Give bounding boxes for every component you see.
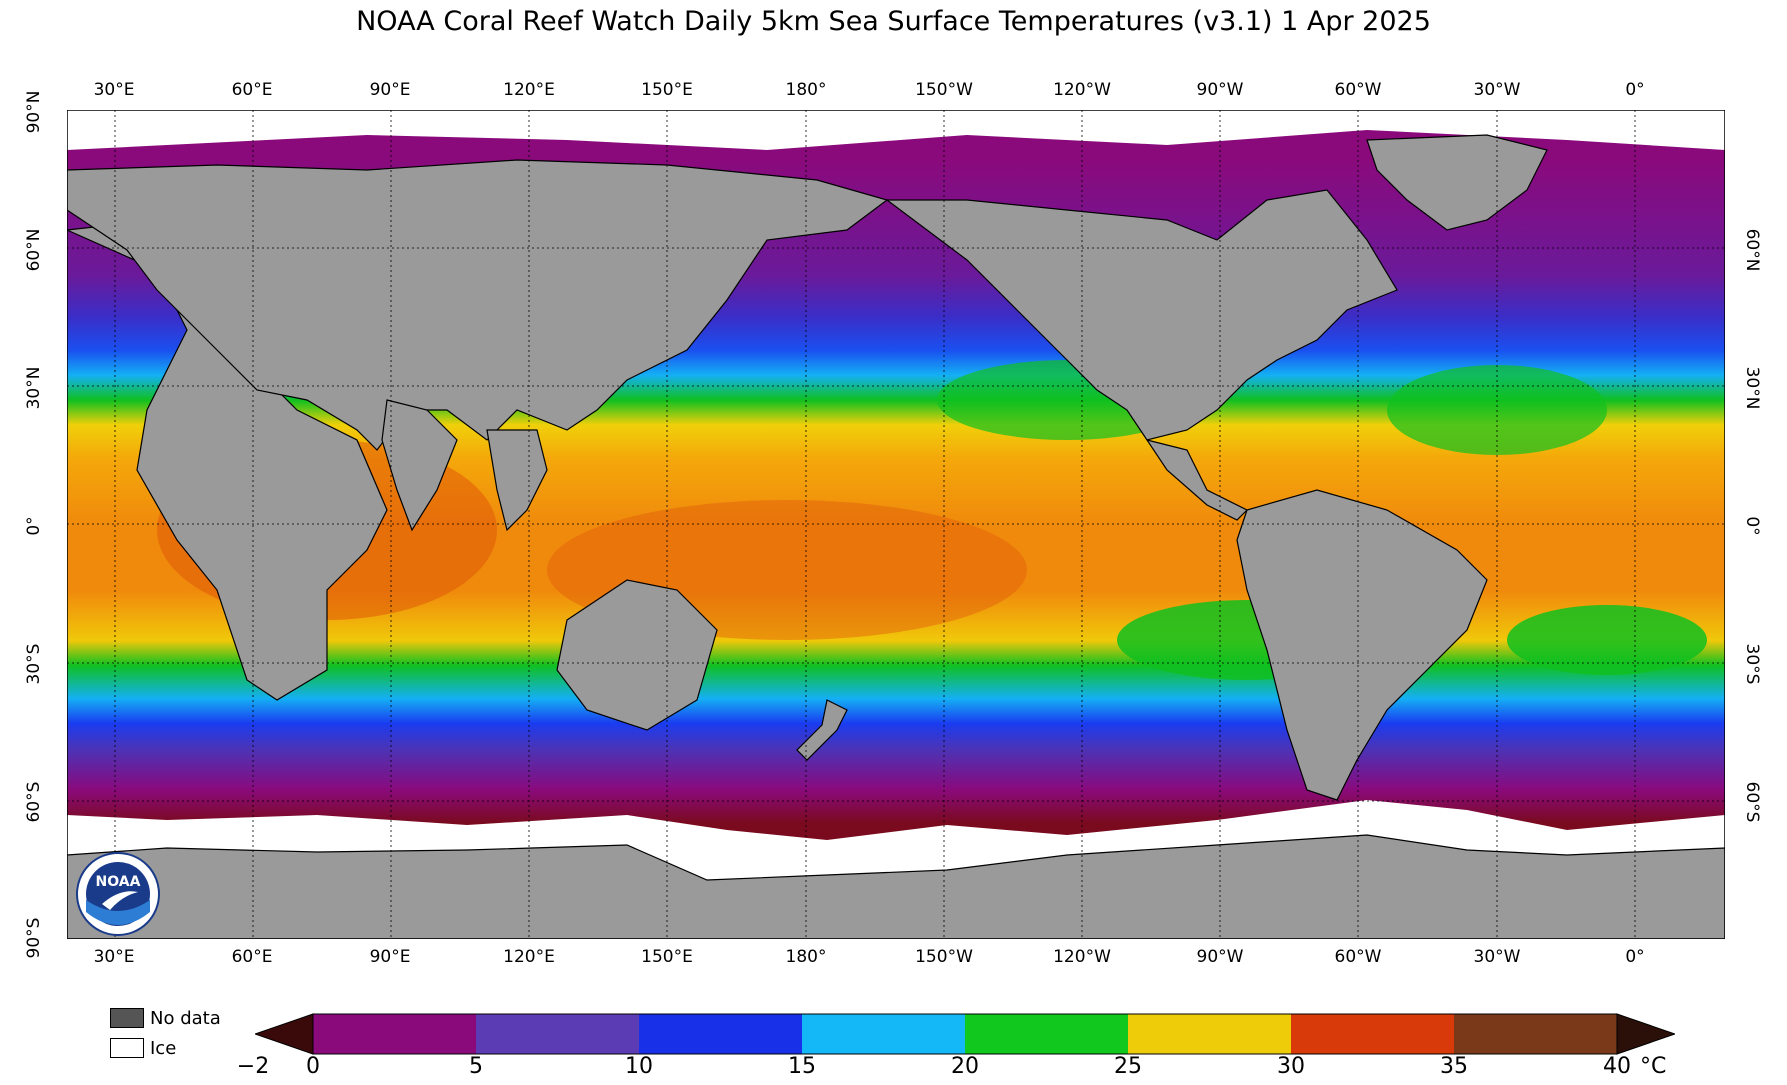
ice-swatch	[110, 1038, 144, 1058]
lat-label-right: 0°	[1742, 516, 1762, 536]
lat-label-left: 60°S	[24, 781, 44, 823]
land-india	[381, 399, 458, 532]
lat-label-right: 60°S	[1742, 781, 1762, 823]
no-data-swatch	[110, 1008, 144, 1028]
lat-label-left: 0°	[24, 516, 44, 536]
colorbar-tick-label: 0	[306, 1054, 320, 1079]
lon-label-bottom: 30°E	[93, 947, 135, 967]
colorbar-bin	[476, 1014, 639, 1054]
land-eurasia	[67, 159, 889, 451]
lat-label-right: 30°S	[1742, 643, 1762, 685]
colorbar-bin	[1128, 1014, 1291, 1054]
lon-label-bottom: 180°	[785, 947, 827, 967]
lat-label-left: 30°N	[24, 366, 44, 410]
lon-label-top: 60°E	[231, 80, 273, 100]
colorbar-bin	[1454, 1014, 1617, 1054]
land-masses	[67, 134, 1725, 939]
colorbar-unit: °C	[1640, 1054, 1667, 1079]
lon-label-top: 120°E	[503, 80, 555, 100]
lon-label-bottom: 90°E	[369, 947, 411, 967]
land-new-zealand	[796, 699, 848, 761]
lon-label-top: 0°	[1625, 80, 1645, 100]
lon-label-bottom: 60°W	[1334, 947, 1382, 967]
lat-label-right: 30°N	[1742, 366, 1762, 410]
colorbar-tick-label: 10	[625, 1054, 653, 1079]
ice-label: Ice	[150, 1038, 177, 1059]
lat-label-left: 30°S	[24, 643, 44, 685]
lon-label-bottom: 150°W	[915, 947, 973, 967]
colorbar-tick-label: 25	[1114, 1054, 1142, 1079]
lon-label-bottom: 120°W	[1053, 947, 1111, 967]
land-central-america	[1145, 439, 1249, 521]
lon-label-bottom: 0°	[1625, 947, 1645, 967]
land-indochina	[486, 429, 548, 532]
colorbar-tick-label: −2	[236, 1054, 270, 1079]
land-north-america	[885, 189, 1398, 441]
colorbar-bin	[1291, 1014, 1454, 1054]
lon-label-top: 120°W	[1053, 80, 1111, 100]
colorbar-tick-label: 35	[1440, 1054, 1468, 1079]
land-greenland	[1366, 134, 1548, 231]
lon-label-bottom: 90°W	[1196, 947, 1244, 967]
lon-label-top: 30°W	[1473, 80, 1521, 100]
lon-label-top: 60°W	[1334, 80, 1382, 100]
lon-label-top: 30°E	[93, 80, 135, 100]
lon-label-top: 150°W	[915, 80, 973, 100]
land-antarctica	[67, 834, 1725, 939]
lon-label-top: 90°E	[369, 80, 411, 100]
lon-label-bottom: 120°E	[503, 947, 555, 967]
arctic-ice	[67, 110, 1725, 150]
colorbar-arrow-high	[1616, 1013, 1675, 1055]
colorbar-tick-label: 30	[1277, 1054, 1305, 1079]
colorbar-frame	[312, 1013, 1618, 1055]
lon-label-top: 90°W	[1196, 80, 1244, 100]
lon-label-bottom: 150°E	[641, 947, 693, 967]
colorbar-tick-label: 5	[469, 1054, 483, 1079]
lat-label-left: 90°S	[24, 917, 44, 959]
no-data-label: No data	[150, 1008, 221, 1029]
colorbar-arrow-low	[255, 1013, 314, 1055]
lon-label-top: 180°	[785, 80, 827, 100]
colorbar-tick-label: 40	[1603, 1054, 1631, 1079]
land-australia	[556, 579, 718, 731]
colorbar-tick-label: 20	[951, 1054, 979, 1079]
lon-label-bottom: 60°E	[231, 947, 273, 967]
colorbar-bin	[802, 1014, 965, 1054]
lat-label-right: 60°N	[1742, 228, 1762, 272]
map-title: NOAA Coral Reef Watch Daily 5km Sea Surf…	[356, 6, 1431, 37]
colorbar-tick-label: 15	[788, 1054, 816, 1079]
cool-patch-s-atlantic	[1507, 605, 1707, 675]
sst-map	[67, 110, 1725, 939]
noaa-logo: NOAA	[76, 852, 160, 936]
lat-label-left: 60°N	[24, 228, 44, 272]
logo-text: NOAA	[96, 874, 141, 890]
lon-label-top: 150°E	[641, 80, 693, 100]
colorbar-bin	[313, 1014, 476, 1054]
colorbar	[255, 1013, 1675, 1055]
land-south-america	[1236, 489, 1488, 801]
colorbar-bin	[965, 1014, 1128, 1054]
graticule	[67, 110, 1725, 939]
lat-label-left: 90°N	[24, 90, 44, 134]
colorbar-bin	[639, 1014, 802, 1054]
lon-label-bottom: 30°W	[1473, 947, 1521, 967]
